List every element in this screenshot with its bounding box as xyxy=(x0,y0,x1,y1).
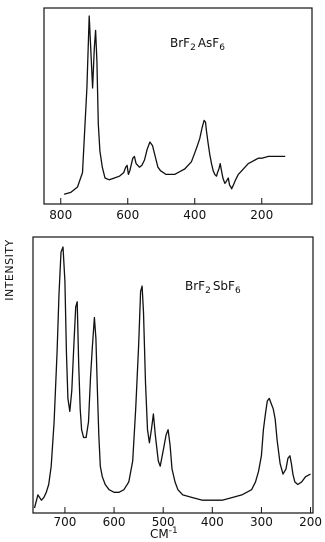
bottom-label-main: BrF xyxy=(185,279,205,293)
bottom-panel-frame xyxy=(32,236,314,514)
bottom-x-tick-label-700: 700 xyxy=(53,515,76,529)
bottom-x-tick-labels: 700 600 500 400 300 200 xyxy=(53,515,322,529)
top-label-sub2: 6 xyxy=(219,43,225,53)
top-compound-label: BrF2 AsF6 xyxy=(170,36,225,53)
x-unit-main: CM xyxy=(150,527,169,541)
top-x-tick-labels: 800 600 400 200 xyxy=(49,208,273,222)
top-label-mid: AsF xyxy=(198,36,219,50)
x-unit-superscript: -1 xyxy=(169,526,178,536)
bottom-x-tick-label-600: 600 xyxy=(103,515,126,529)
bottom-spectrum-line xyxy=(33,246,311,509)
top-label-main: BrF xyxy=(170,36,190,50)
x-axis-unit-label: CM-1 xyxy=(150,526,178,541)
bottom-x-tick-label-500: 500 xyxy=(152,515,175,529)
bottom-panel: 700 600 500 400 300 200 BrF2 SbF6 CM-1 xyxy=(32,236,322,541)
top-spectrum-line xyxy=(63,15,286,195)
y-axis-label: INTENSITY xyxy=(3,239,16,301)
bottom-x-tick-label-400: 400 xyxy=(201,515,224,529)
bottom-label-sub2: 6 xyxy=(235,286,241,296)
bottom-x-tick-label-200: 200 xyxy=(299,515,322,529)
top-label-sub1: 2 xyxy=(190,43,196,53)
top-panel: 800 600 400 200 BrF2 AsF6 xyxy=(43,7,313,222)
bottom-compound-label: BrF2 SbF6 xyxy=(185,279,241,296)
bottom-label-mid: SbF xyxy=(213,279,235,293)
top-x-tick-label-200: 200 xyxy=(250,208,273,222)
bottom-x-ticks xyxy=(64,507,312,513)
top-x-tick-label-800: 800 xyxy=(49,208,72,222)
bottom-label-sub1: 2 xyxy=(205,286,211,296)
top-panel-frame xyxy=(43,7,313,205)
top-x-tick-label-400: 400 xyxy=(183,208,206,222)
top-x-ticks xyxy=(60,198,263,204)
bottom-x-tick-label-300: 300 xyxy=(250,515,273,529)
top-x-tick-label-600: 600 xyxy=(116,208,139,222)
